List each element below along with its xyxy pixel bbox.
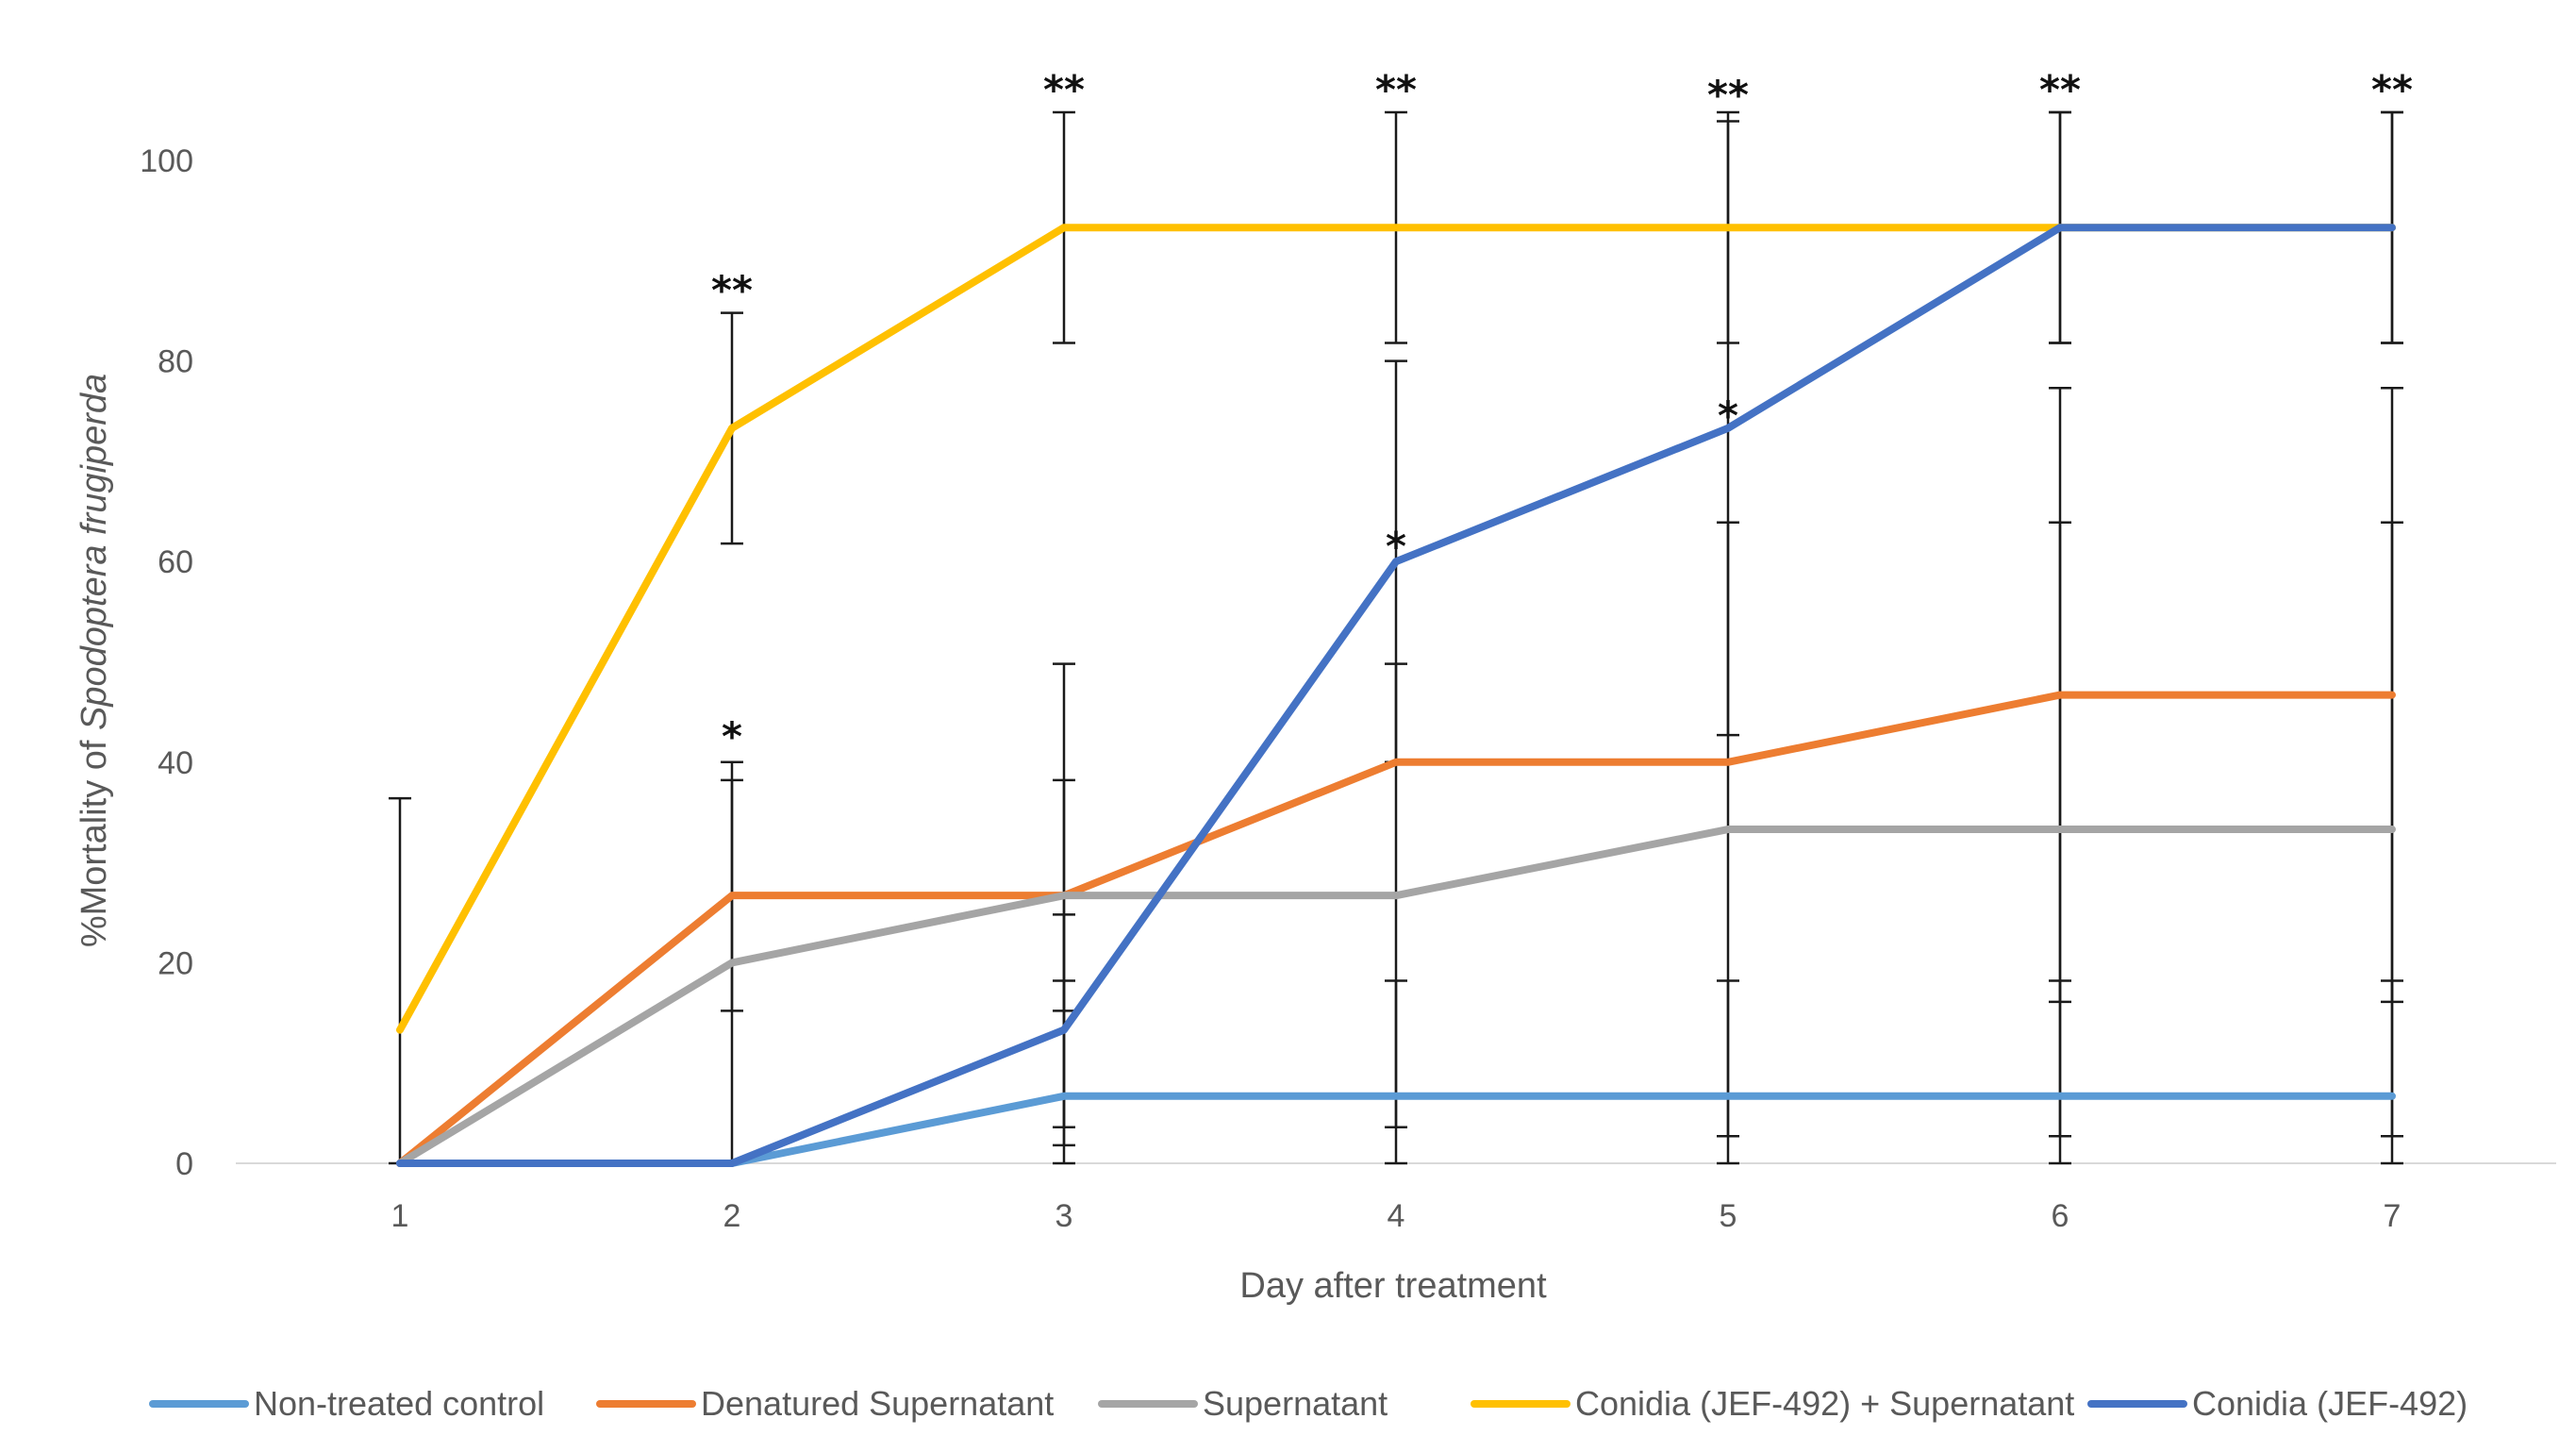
x-tick-label: 3 xyxy=(1055,1198,1073,1234)
y-tick-label: 40 xyxy=(158,745,193,781)
y-tick-label: 20 xyxy=(158,945,193,981)
series-line-3 xyxy=(396,826,2396,1167)
significance-marker: ** xyxy=(1375,67,1417,113)
significance-marker: ** xyxy=(2039,67,2081,113)
significance-marker: ** xyxy=(1043,67,1085,113)
significance-marker: * xyxy=(1386,523,1406,569)
y-axis-title-prefix: %Mortality of xyxy=(75,730,114,947)
y-tick-label: 60 xyxy=(158,544,193,580)
axes: 0 20 40 60 80 100 1 2 3 4 5 6 7 xyxy=(140,143,2556,1234)
legend-label: Non-treated control xyxy=(254,1384,544,1423)
x-tick-label: 1 xyxy=(391,1198,409,1234)
error-bars xyxy=(389,110,2403,1165)
legend-label: Conidia (JEF-492) xyxy=(2192,1384,2468,1423)
legend-label: Denatured Supernatant xyxy=(701,1384,1054,1423)
y-axis-title: %Mortality of Spodoptera frugiperda xyxy=(75,374,114,947)
series-line-2 xyxy=(396,691,2396,1167)
y-tick-label: 100 xyxy=(140,143,193,179)
series-line-5 xyxy=(396,224,2396,1167)
legend-label: Conidia (JEF-492) + Supernatant xyxy=(1575,1384,2074,1423)
significance-annotations: ***** ******** ** xyxy=(711,67,2413,760)
x-tick-label: 2 xyxy=(723,1198,741,1234)
significance-marker: ** xyxy=(2371,67,2413,113)
significance-marker: * xyxy=(1718,392,1738,439)
significance-marker: ** xyxy=(711,267,753,313)
x-tick-label: 7 xyxy=(2384,1198,2401,1234)
x-tick-label: 4 xyxy=(1388,1198,1405,1234)
series-lines xyxy=(396,224,2396,1167)
legend-label: Supernatant xyxy=(1203,1384,1388,1423)
x-axis-title: Day after treatment xyxy=(1239,1266,1547,1306)
x-tick-label: 5 xyxy=(1720,1198,1737,1234)
significance-marker: * xyxy=(722,713,742,759)
significance-marker: ** xyxy=(1707,72,1749,118)
y-tick-label: 80 xyxy=(158,344,193,380)
x-tick-label: 6 xyxy=(2052,1198,2069,1234)
y-tick-label: 0 xyxy=(175,1146,193,1182)
y-axis-title-species: Spodoptera frugiperda xyxy=(75,374,114,730)
legend: Non-treated control Denatured Supernatant… xyxy=(149,1384,2468,1423)
